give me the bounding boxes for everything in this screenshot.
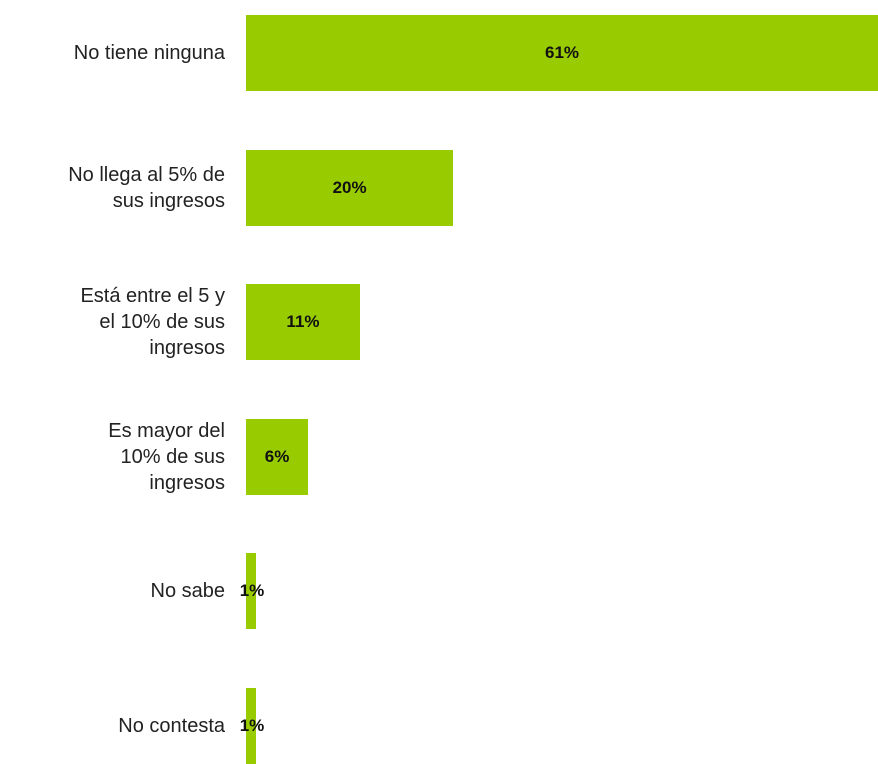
value-label: 20% (332, 177, 367, 197)
category-label: No sabe (150, 580, 226, 603)
bar (246, 149, 454, 226)
value-label: 1% (239, 716, 265, 735)
bar (246, 688, 257, 764)
category-label: No contesta (118, 715, 225, 737)
bar (246, 418, 309, 495)
category-label: Es mayor del 10% de sus ingresos (108, 419, 225, 494)
bar (246, 553, 257, 630)
bar (246, 284, 360, 361)
category-label: Está entre el 5 y el 10% de sus ingresos (80, 285, 225, 360)
value-label: 61% (544, 43, 580, 62)
category-label: No tiene ninguna (73, 42, 225, 64)
value-label: 11% (286, 312, 320, 332)
category-label: No llega al 5% de sus ingresos (68, 163, 225, 212)
bar (246, 15, 878, 91)
value-label: 6% (264, 446, 290, 466)
value-label: 1% (239, 581, 265, 601)
